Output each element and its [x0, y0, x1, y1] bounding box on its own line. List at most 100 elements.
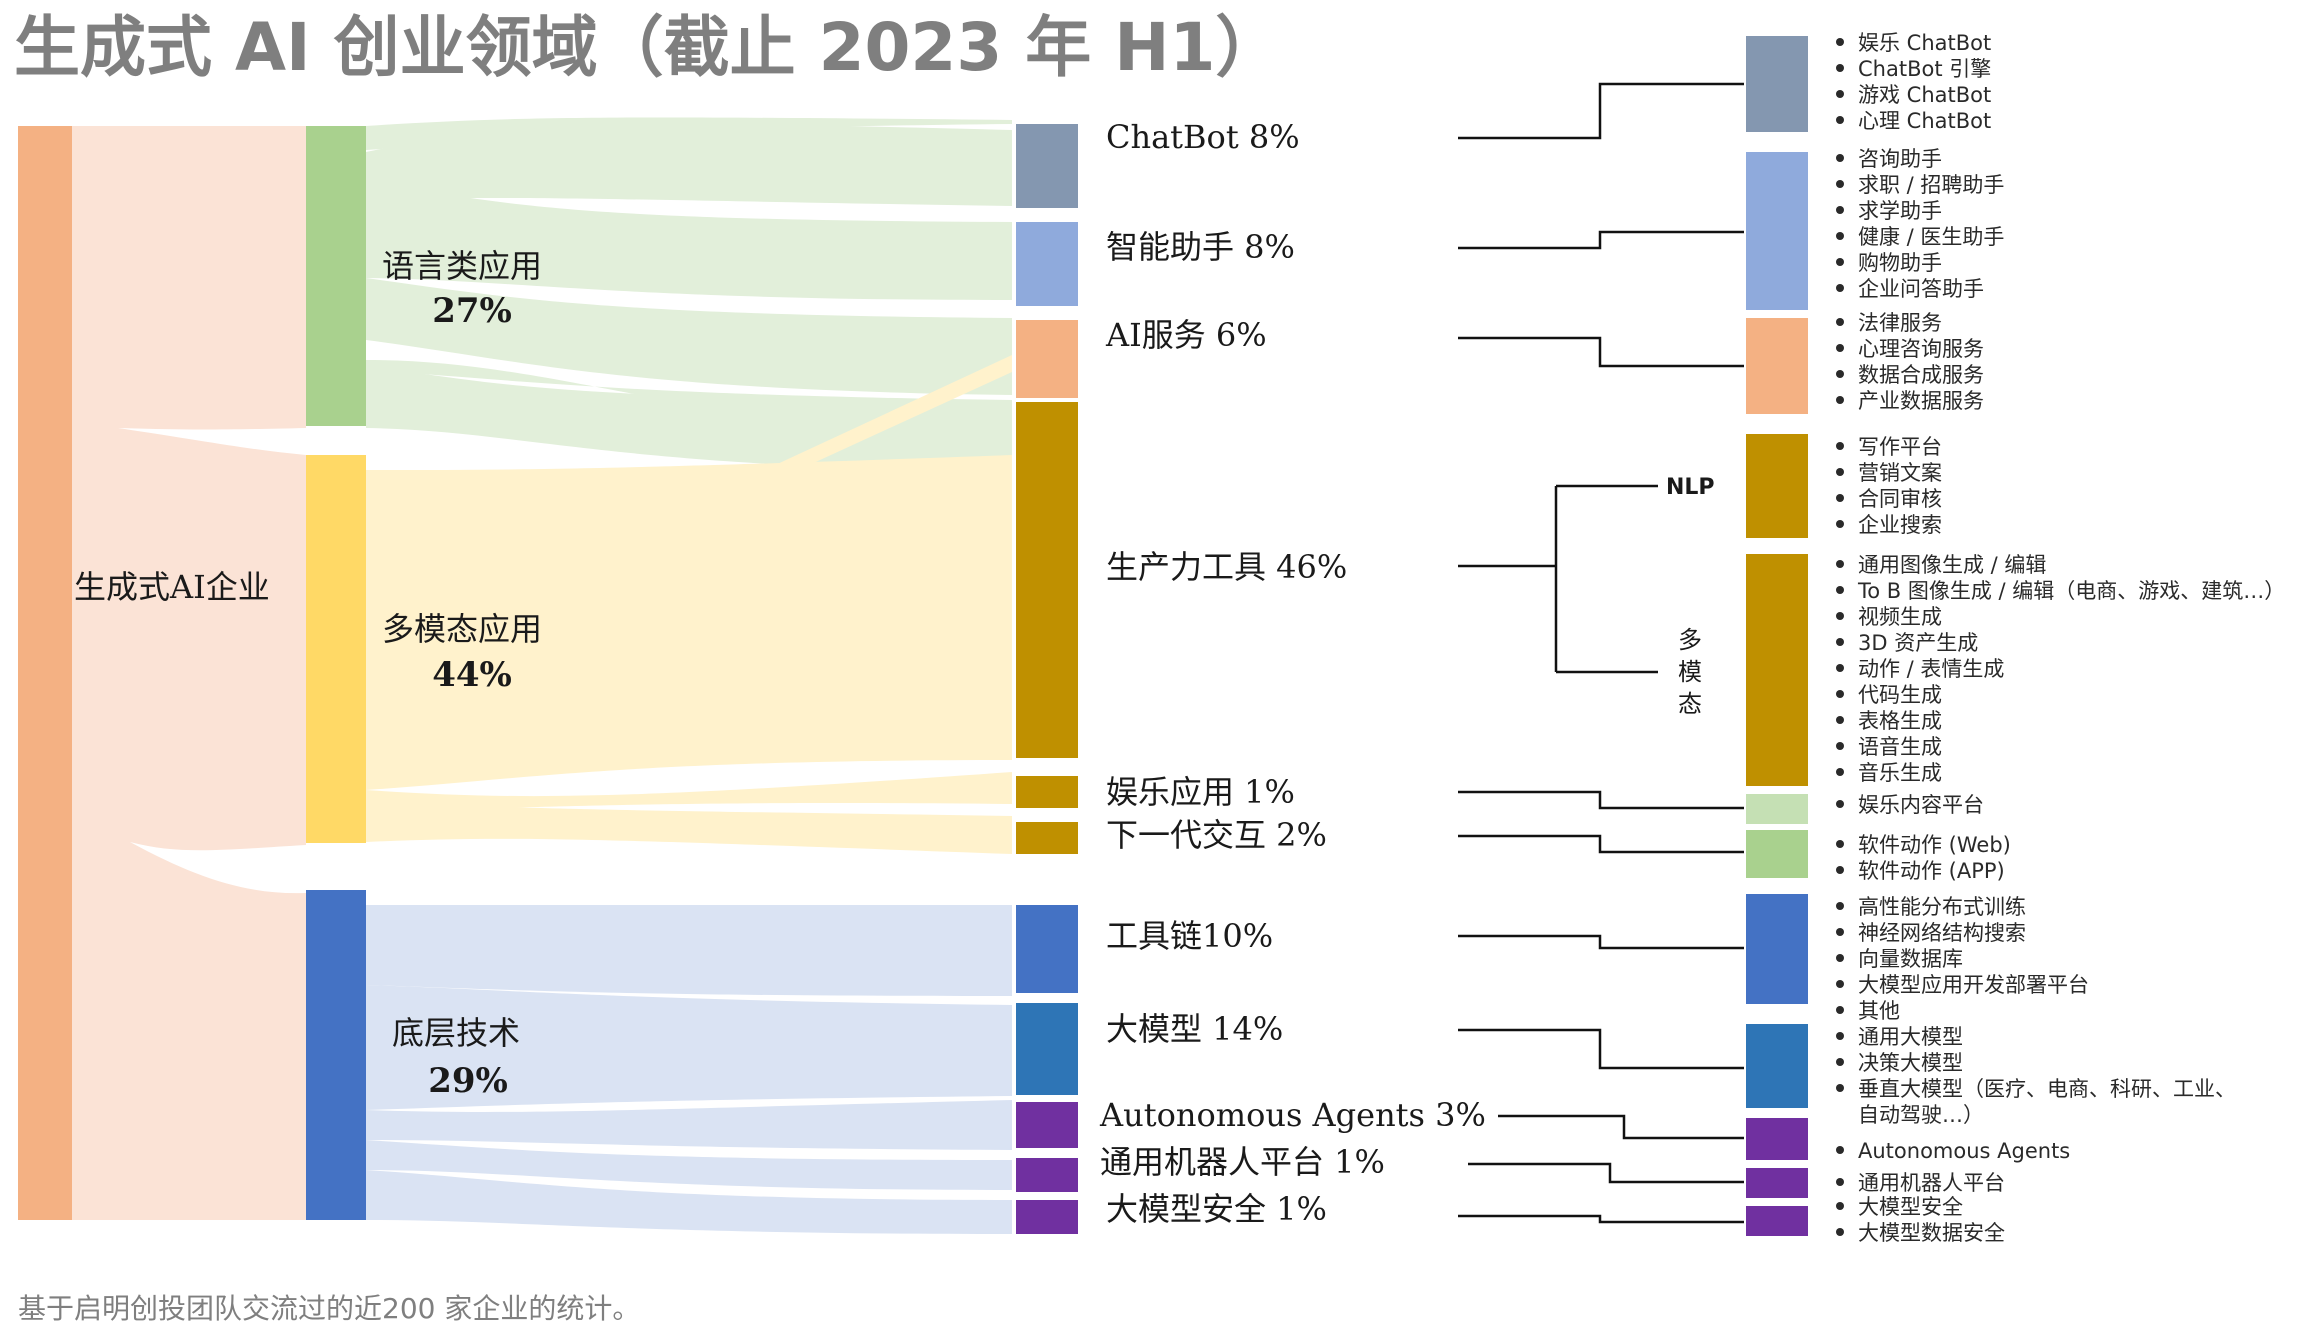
group-node-language: [306, 126, 366, 426]
list-item: 视频生成: [1858, 605, 1942, 629]
list-item: 娱乐内容平台: [1858, 793, 1984, 817]
page-title: 生成式 AI 创业领域（截止 2023 年 H1）: [14, 9, 1281, 86]
list-item: 大模型安全: [1858, 1195, 1963, 1219]
node-ai-service: [1016, 320, 1078, 398]
node-robot: [1016, 1158, 1078, 1192]
list-item: 心理咨询服务: [1858, 337, 1984, 361]
label-ai-service: AI服务 6%: [1105, 316, 1267, 354]
node-toolchain: [1016, 905, 1078, 993]
detail-bar-safety: [1746, 1206, 1808, 1236]
svg-text:29%: 29%: [428, 1061, 508, 1101]
node-model: [1016, 1003, 1078, 1095]
node-entertainment: [1016, 776, 1078, 808]
detail-bar-nextgen: [1746, 830, 1808, 878]
detail-bar-nlp: [1746, 434, 1808, 538]
node-nextgen: [1016, 822, 1078, 854]
list-item: 软件动作 (APP): [1858, 859, 2005, 883]
branch-label-nlp: NLP: [1666, 475, 1715, 500]
list-item: 音乐生成: [1858, 761, 1942, 785]
detail-bar-entertainment: [1746, 794, 1808, 824]
label-entertainment: 娱乐应用 1%: [1106, 773, 1295, 811]
detail-bar-assistant: [1746, 152, 1808, 310]
svg-text:态: 态: [1678, 690, 1702, 718]
branch-label-multimodal: 多 模 态: [1678, 626, 1702, 718]
list-item: 游戏 ChatBot: [1858, 83, 1991, 107]
label-safety: 大模型安全 1%: [1106, 1190, 1327, 1228]
tech-flows: [366, 905, 1012, 1234]
list-item: 娱乐 ChatBot: [1858, 31, 1991, 55]
svg-text:语言类应用: 语言类应用: [382, 247, 542, 285]
list-item: 数据合成服务: [1858, 363, 1984, 387]
label-nextgen: 下一代交互 2%: [1106, 816, 1327, 854]
list-item: 购物助手: [1858, 251, 1942, 275]
list-item: 企业问答助手: [1858, 277, 1984, 301]
node-safety: [1016, 1200, 1078, 1234]
label-model: 大模型 14%: [1106, 1010, 1283, 1048]
detail-bar-model: [1746, 1024, 1808, 1108]
list-item: 其他: [1858, 999, 1900, 1023]
group-node-multimodal: [306, 455, 366, 843]
detail-bar-ai-service: [1746, 318, 1808, 414]
label-productivity: 生产力工具 46%: [1106, 548, 1347, 586]
list-item: 健康 / 医生助手: [1858, 225, 2004, 249]
svg-text:27%: 27%: [432, 291, 512, 331]
svg-text:多模态应用: 多模态应用: [382, 610, 542, 648]
svg-text:底层技术: 底层技术: [392, 1014, 520, 1052]
detail-bars: [1746, 36, 1808, 1236]
list-item: 代码生成: [1858, 683, 1942, 707]
list-item: 动作 / 表情生成: [1858, 657, 2004, 681]
label-assistant: 智能助手 8%: [1106, 228, 1295, 266]
multimodal-flows: [366, 355, 1012, 854]
list-item: 3D 资产生成: [1858, 631, 1978, 655]
list-item: 通用图像生成 / 编辑: [1858, 553, 2046, 577]
node-assistant: [1016, 222, 1078, 306]
label-toolchain: 工具链10%: [1106, 917, 1273, 955]
connector-lines: [1458, 82, 1744, 1224]
group-label-multimodal: 多模态应用 44%: [382, 610, 542, 695]
detail-bar-toolchain: [1746, 894, 1808, 1004]
list-item-continued: 自动驾驶…）: [1858, 1103, 1984, 1127]
detail-bar-agents: [1746, 1118, 1808, 1160]
list-item: 咨询助手: [1858, 147, 1942, 171]
svg-text:多: 多: [1678, 626, 1702, 654]
list-item: 大模型数据安全: [1858, 1221, 2005, 1245]
list-item: 向量数据库: [1858, 947, 1963, 971]
list-item: ChatBot 引擎: [1858, 57, 1991, 81]
list-item: 企业搜索: [1858, 513, 1942, 537]
list-item: To B 图像生成 / 编辑（电商、游戏、建筑…）: [1857, 579, 2285, 603]
group-node-tech: [306, 890, 366, 1220]
footnote: 基于启明创投团队交流过的近200 家企业的统计。: [18, 1292, 640, 1325]
list-item: 决策大模型: [1858, 1051, 1963, 1075]
detail-bar-chatbot: [1746, 36, 1808, 132]
node-productivity: [1016, 402, 1078, 758]
list-item: 表格生成: [1858, 709, 1942, 733]
category-nodes: [1016, 124, 1078, 1234]
label-agents: Autonomous Agents 3%: [1099, 1096, 1486, 1134]
list-item: 求学助手: [1858, 199, 1942, 223]
category-labels: ChatBot 8% 智能助手 8% AI服务 6% 生产力工具 46% 娱乐应…: [1099, 118, 1486, 1228]
node-chatbot: [1016, 124, 1078, 208]
detail-list: 娱乐 ChatBot ChatBot 引擎 游戏 ChatBot 心理 Chat…: [1836, 31, 2285, 1245]
detail-bar-robot: [1746, 1168, 1808, 1198]
list-item: 营销文案: [1858, 461, 1942, 485]
list-item: 垂直大模型（医疗、电商、科研、工业、: [1858, 1077, 2236, 1101]
root-node: [18, 126, 72, 1220]
detail-bar-multimodal: [1746, 554, 1808, 786]
list-item: 语音生成: [1858, 735, 1942, 759]
list-item: 高性能分布式训练: [1858, 895, 2026, 919]
list-item: 法律服务: [1858, 311, 1942, 335]
list-item: 神经网络结构搜索: [1858, 921, 2026, 945]
label-robot: 通用机器人平台 1%: [1100, 1143, 1385, 1181]
list-item: 通用大模型: [1858, 1025, 1963, 1049]
group-label-language: 语言类应用 27%: [382, 247, 542, 331]
root-flow: [72, 126, 306, 1220]
list-item: 心理 ChatBot: [1858, 109, 1991, 133]
list-item: Autonomous Agents: [1858, 1139, 2070, 1163]
svg-text:模: 模: [1678, 658, 1702, 686]
label-chatbot: ChatBot 8%: [1106, 118, 1300, 156]
list-item: 求职 / 招聘助手: [1858, 173, 2004, 197]
group-label-tech: 底层技术 29%: [392, 1014, 520, 1101]
node-agents: [1016, 1102, 1078, 1148]
list-item: 大模型应用开发部署平台: [1858, 973, 2089, 997]
list-item: 合同审核: [1858, 487, 1942, 511]
